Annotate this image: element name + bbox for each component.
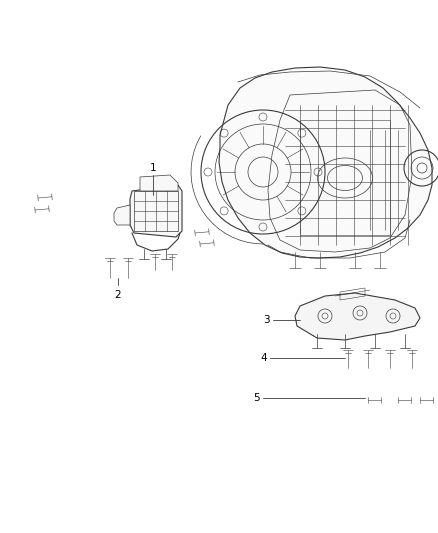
Text: 4: 4: [260, 353, 267, 363]
Text: 1: 1: [150, 163, 156, 173]
Text: 3: 3: [263, 315, 270, 325]
Polygon shape: [130, 185, 182, 237]
Polygon shape: [295, 293, 420, 340]
Polygon shape: [140, 175, 178, 191]
Text: 5: 5: [253, 393, 260, 403]
Polygon shape: [114, 205, 130, 225]
Text: 2: 2: [115, 290, 121, 300]
Polygon shape: [219, 67, 432, 258]
